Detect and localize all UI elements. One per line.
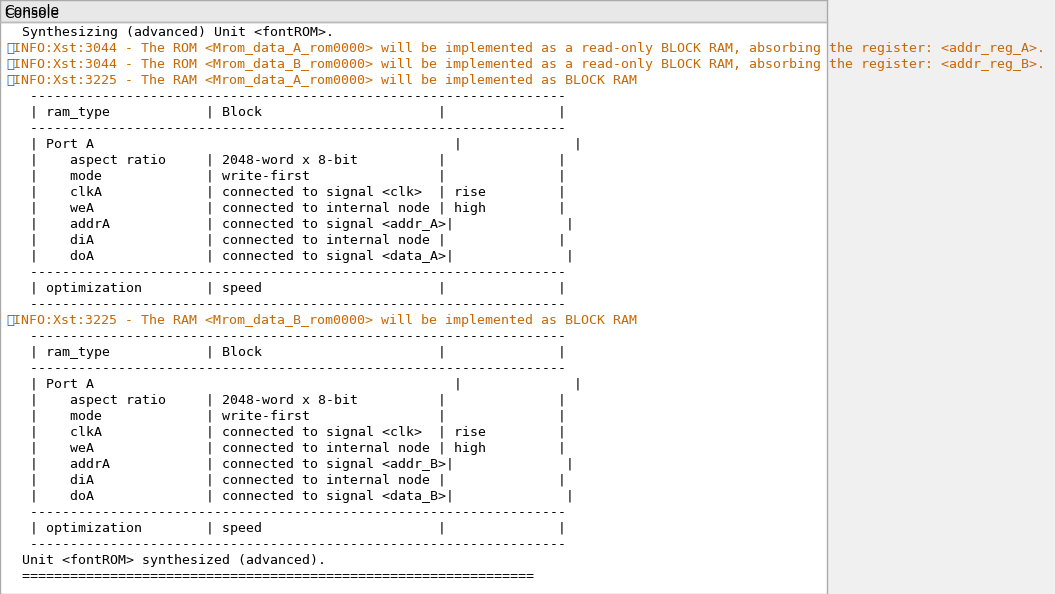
Text: INFO:Xst:3044 - The ROM <Mrom_data_A_rom0000> will be implemented as a read-only: INFO:Xst:3044 - The ROM <Mrom_data_A_rom… [14, 42, 1046, 55]
Text: ⓘ: ⓘ [6, 58, 15, 71]
Text: |    diA              | connected to internal node |              |: | diA | connected to internal node | | [6, 234, 567, 247]
Text: | Port A                                             |              |: | Port A | | [6, 378, 582, 391]
Text: |    aspect ratio     | 2048-word x 8-bit          |              |: | aspect ratio | 2048-word x 8-bit | | [6, 394, 567, 407]
Text: -------------------------------------------------------------------: ----------------------------------------… [6, 362, 567, 375]
Text: -------------------------------------------------------------------: ----------------------------------------… [6, 506, 567, 519]
Text: |    doA              | connected to signal <data_A>|              |: | doA | connected to signal <data_A>| | [6, 250, 574, 263]
Text: Unit <fontROM> synthesized (advanced).: Unit <fontROM> synthesized (advanced). [6, 554, 326, 567]
Text: -------------------------------------------------------------------: ----------------------------------------… [6, 538, 567, 551]
Text: INFO:Xst:3225 - The RAM <Mrom_data_A_rom0000> will be implemented as BLOCK RAM: INFO:Xst:3225 - The RAM <Mrom_data_A_rom… [14, 74, 637, 87]
Text: ⓘ: ⓘ [6, 314, 15, 327]
Text: |    addrA            | connected to signal <addr_A>|              |: | addrA | connected to signal <addr_A>| … [6, 218, 574, 231]
Text: Console: Console [4, 4, 60, 18]
Text: | ram_type            | Block                      |              |: | ram_type | Block | | [6, 346, 567, 359]
Text: ⓘ: ⓘ [6, 74, 15, 87]
Text: Console: Console [4, 7, 60, 21]
Text: -------------------------------------------------------------------: ----------------------------------------… [6, 90, 567, 103]
Text: |    doA              | connected to signal <data_B>|              |: | doA | connected to signal <data_B>| | [6, 490, 574, 503]
Text: |    mode             | write-first                |              |: | mode | write-first | | [6, 410, 567, 423]
Text: | ram_type            | Block                      |              |: | ram_type | Block | | [6, 106, 567, 119]
Text: -------------------------------------------------------------------: ----------------------------------------… [6, 122, 567, 135]
Text: |    aspect ratio     | 2048-word x 8-bit          |              |: | aspect ratio | 2048-word x 8-bit | | [6, 154, 567, 167]
Text: |    weA              | connected to internal node | high         |: | weA | connected to internal node | hig… [6, 442, 567, 455]
Text: |    diA              | connected to internal node |              |: | diA | connected to internal node | | [6, 474, 567, 487]
Text: -------------------------------------------------------------------: ----------------------------------------… [6, 298, 567, 311]
Text: |    mode             | write-first                |              |: | mode | write-first | | [6, 170, 567, 183]
Text: INFO:Xst:3225 - The RAM <Mrom_data_B_rom0000> will be implemented as BLOCK RAM: INFO:Xst:3225 - The RAM <Mrom_data_B_rom… [14, 314, 637, 327]
Text: ================================================================: ========================================… [6, 570, 534, 583]
Text: | Port A                                             |              |: | Port A | | [6, 138, 582, 151]
Text: ⓘ: ⓘ [6, 42, 15, 55]
Text: -------------------------------------------------------------------: ----------------------------------------… [6, 266, 567, 279]
Text: | optimization        | speed                      |              |: | optimization | speed | | [6, 282, 567, 295]
Text: |    weA              | connected to internal node | high         |: | weA | connected to internal node | hig… [6, 202, 567, 215]
Text: | optimization        | speed                      |              |: | optimization | speed | | [6, 522, 567, 535]
Text: INFO:Xst:3044 - The ROM <Mrom_data_B_rom0000> will be implemented as a read-only: INFO:Xst:3044 - The ROM <Mrom_data_B_rom… [14, 58, 1046, 71]
Text: -------------------------------------------------------------------: ----------------------------------------… [6, 330, 567, 343]
Bar [0, 0, 827, 22]
Bar [0, 0, 827, 22]
Text: |    clkA             | connected to signal <clk>  | rise         |: | clkA | connected to signal <clk> | ris… [6, 426, 567, 439]
Text: Synthesizing (advanced) Unit <fontROM>.: Synthesizing (advanced) Unit <fontROM>. [6, 26, 334, 39]
Text: |    clkA             | connected to signal <clk>  | rise         |: | clkA | connected to signal <clk> | ris… [6, 186, 567, 199]
Text: |    addrA            | connected to signal <addr_B>|              |: | addrA | connected to signal <addr_B>| … [6, 458, 574, 471]
